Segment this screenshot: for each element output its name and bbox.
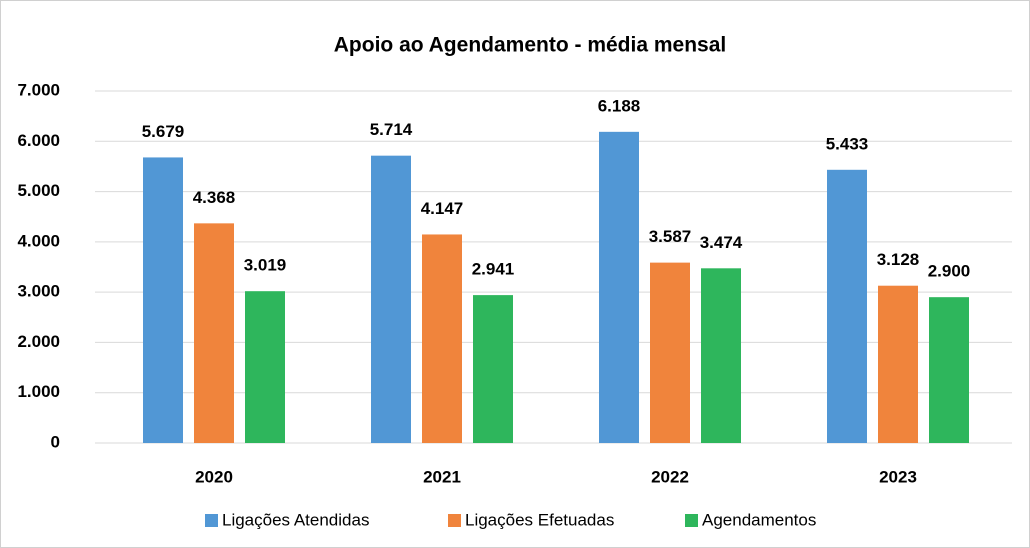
bar xyxy=(194,223,234,443)
y-tick-label: 4.000 xyxy=(17,231,60,250)
data-label: 5.714 xyxy=(370,120,413,139)
y-tick-label: 1.000 xyxy=(17,382,60,401)
data-label: 5.679 xyxy=(142,122,185,141)
bar xyxy=(701,268,741,443)
data-label: 3.474 xyxy=(700,233,743,252)
data-label: 3.019 xyxy=(244,256,287,275)
x-tick-label: 2020 xyxy=(195,467,233,486)
data-label: 4.147 xyxy=(421,199,464,218)
y-tick-label: 2.000 xyxy=(17,332,60,351)
bar xyxy=(878,285,918,443)
chart-title: Apoio ao Agendamento - média mensal xyxy=(334,34,726,57)
bar xyxy=(929,297,969,443)
bar xyxy=(422,234,462,443)
bar xyxy=(473,295,513,443)
bar xyxy=(827,169,867,443)
y-tick-label: 7.000 xyxy=(17,80,60,99)
data-label: 3.587 xyxy=(649,227,692,246)
y-tick-label: 0 xyxy=(51,432,60,451)
legend-swatch xyxy=(205,514,218,527)
legend-swatch xyxy=(685,514,698,527)
data-label: 4.368 xyxy=(193,188,236,207)
legend-label: Ligações Atendidas xyxy=(222,510,369,529)
bar xyxy=(245,291,285,443)
data-label: 5.433 xyxy=(826,134,869,153)
x-tick-label: 2023 xyxy=(879,467,917,486)
y-tick-label: 3.000 xyxy=(17,282,60,301)
data-label: 2.900 xyxy=(928,262,971,281)
legend-label: Ligações Efetuadas xyxy=(465,510,614,529)
legend-label: Agendamentos xyxy=(702,510,816,529)
bar xyxy=(650,262,690,443)
x-tick-label: 2021 xyxy=(423,467,461,486)
x-tick-label: 2022 xyxy=(651,467,689,486)
data-label: 2.941 xyxy=(472,260,515,279)
y-tick-label: 5.000 xyxy=(17,181,60,200)
legend-swatch xyxy=(448,514,461,527)
bar xyxy=(599,131,639,443)
y-tick-label: 6.000 xyxy=(17,131,60,150)
data-label: 6.188 xyxy=(598,96,641,115)
bar xyxy=(371,155,411,444)
bar xyxy=(143,157,183,443)
data-label: 3.128 xyxy=(877,250,920,269)
